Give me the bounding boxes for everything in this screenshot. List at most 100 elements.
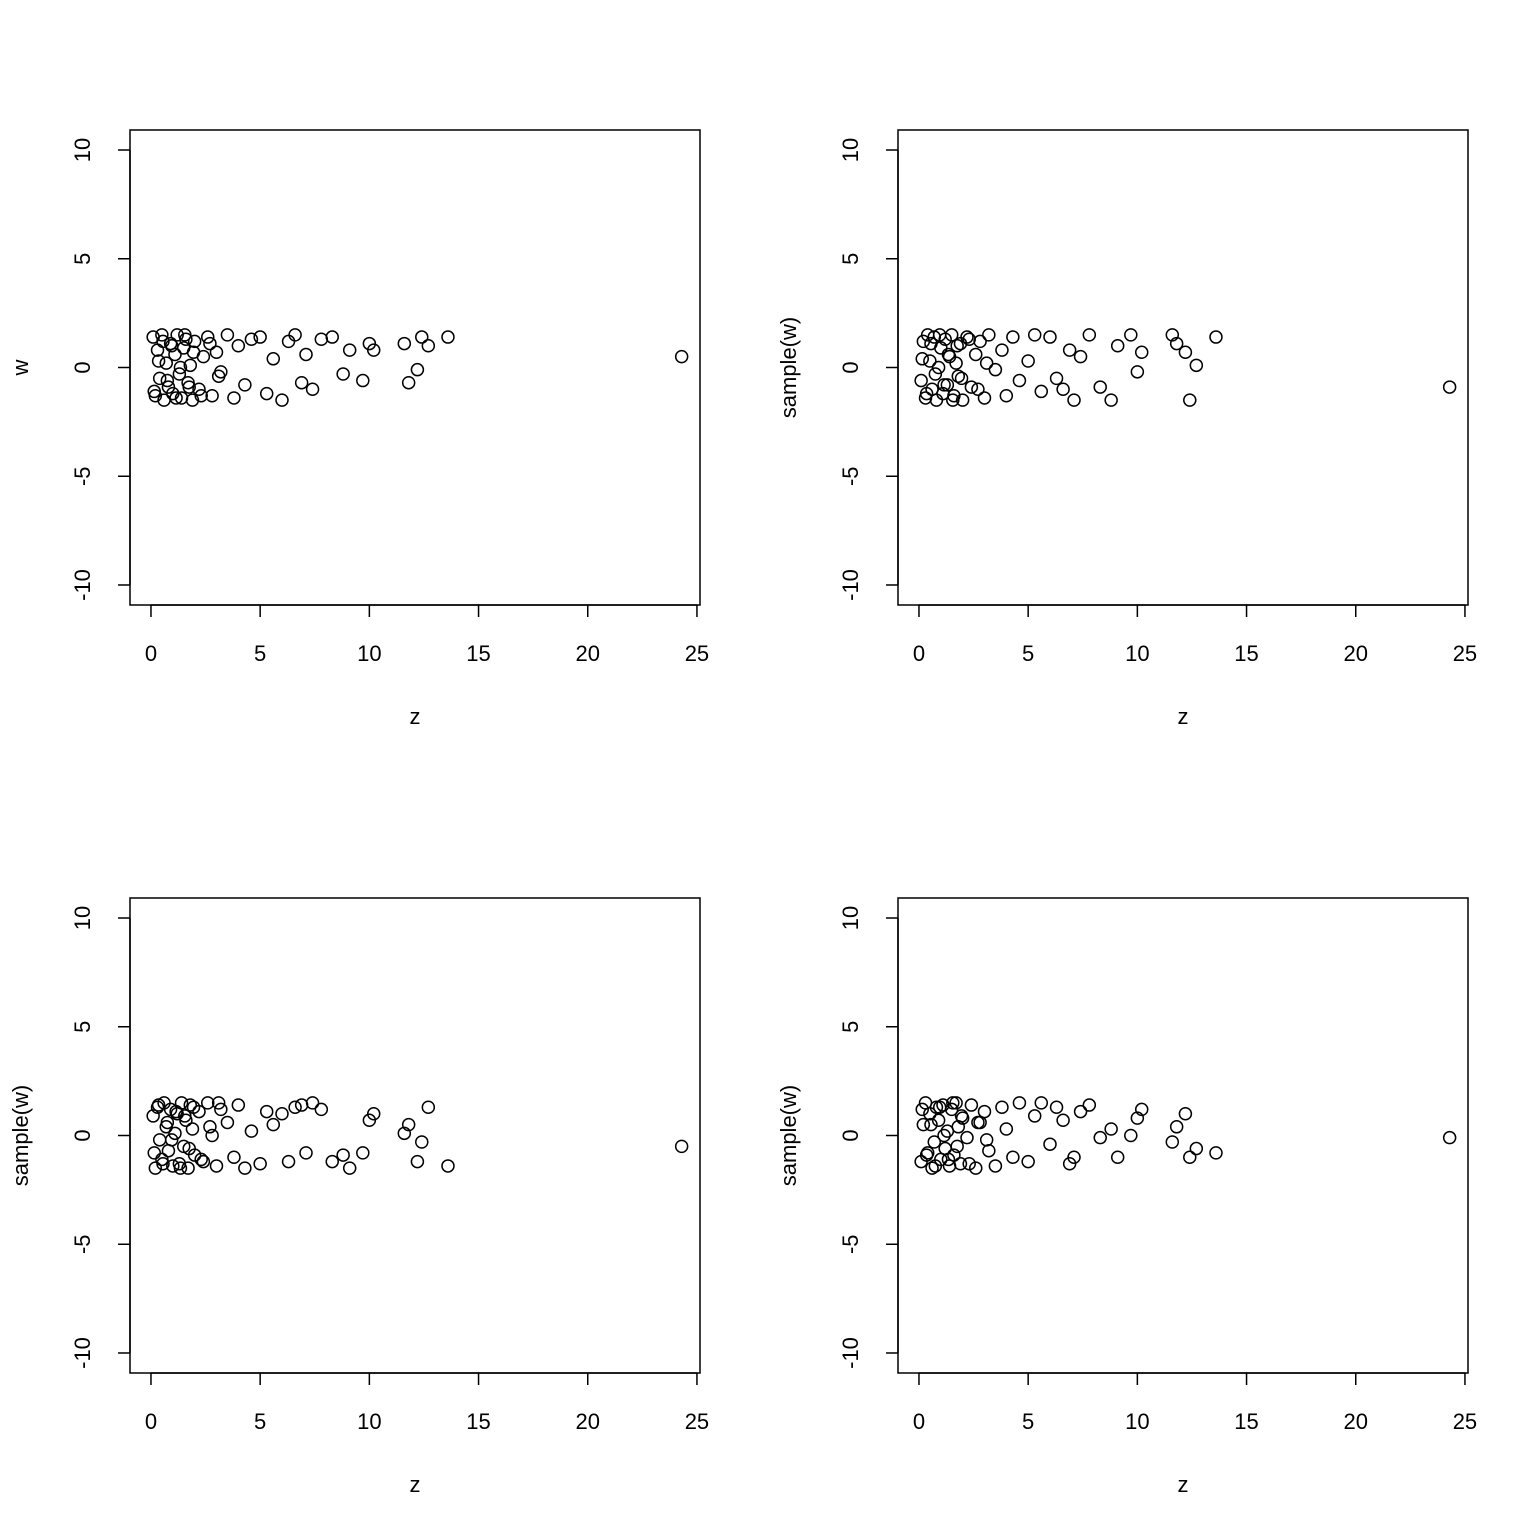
point — [205, 389, 219, 403]
point — [209, 345, 224, 360]
point — [928, 367, 943, 381]
y-axis-title: w — [8, 359, 33, 376]
y-tick-label: -10 — [838, 1337, 863, 1369]
point — [183, 1098, 198, 1112]
panel: 0 5 10 15 20 25 -10 -5 0 5 10 z sample(w) — [776, 897, 1477, 1497]
point — [941, 1152, 956, 1167]
x-tick-label: 15 — [466, 641, 490, 666]
point — [356, 373, 370, 388]
point — [977, 391, 992, 405]
point — [1134, 345, 1149, 360]
point — [954, 1109, 969, 1123]
point — [916, 1117, 931, 1132]
point — [932, 328, 947, 342]
point — [325, 330, 339, 344]
point — [281, 334, 296, 349]
point — [203, 336, 217, 351]
point — [214, 1102, 228, 1117]
point — [931, 360, 946, 375]
point — [205, 1128, 219, 1143]
plot-box — [129, 897, 701, 1374]
point — [999, 1122, 1014, 1136]
point — [924, 1117, 938, 1132]
point — [1034, 384, 1049, 399]
point — [971, 382, 985, 396]
point — [919, 1148, 934, 1162]
point — [178, 1109, 192, 1123]
y-tick-label: 10 — [838, 906, 863, 930]
point — [1189, 358, 1204, 373]
point — [200, 330, 215, 344]
point — [937, 1128, 951, 1143]
y-tick-label: 5 — [838, 253, 863, 265]
point — [960, 330, 974, 344]
point — [259, 386, 274, 401]
point — [181, 1161, 195, 1175]
point — [964, 380, 979, 394]
point — [211, 369, 226, 383]
x-axis-title: z — [410, 704, 421, 729]
point — [950, 339, 964, 353]
point — [1110, 339, 1125, 353]
point — [1021, 354, 1035, 368]
point — [194, 1152, 208, 1167]
point — [946, 393, 960, 407]
point — [1006, 1150, 1020, 1164]
point — [148, 1161, 163, 1175]
x-tick-label: 15 — [466, 1409, 490, 1434]
point — [968, 1161, 983, 1175]
point — [937, 378, 951, 392]
point — [953, 1157, 968, 1171]
point — [674, 349, 689, 364]
point — [160, 1115, 175, 1130]
x-tick-label: 5 — [1022, 641, 1034, 666]
point — [147, 1146, 161, 1160]
point — [1209, 1146, 1223, 1160]
point — [151, 354, 166, 368]
panel: 0 5 10 15 20 25 -10 -5 0 5 10 z sample(w) — [8, 897, 709, 1497]
point — [955, 393, 970, 407]
point — [1169, 336, 1184, 351]
y-tick-label: -5 — [838, 1234, 863, 1254]
x-tick-label: 25 — [1453, 641, 1477, 666]
point — [979, 356, 994, 370]
x-tick-label: 25 — [685, 641, 709, 666]
point — [954, 371, 969, 386]
point — [1082, 328, 1097, 342]
point — [160, 373, 175, 388]
point — [185, 1122, 200, 1136]
y-tick-label: 0 — [838, 361, 863, 373]
point — [949, 356, 963, 370]
point — [211, 1096, 226, 1110]
point — [1130, 365, 1145, 379]
point — [259, 1104, 274, 1119]
point — [185, 393, 200, 407]
point — [220, 328, 235, 342]
point — [1073, 1104, 1088, 1119]
y-tick-label: 0 — [70, 1129, 95, 1141]
point — [169, 1104, 183, 1119]
point — [166, 1159, 180, 1173]
point — [1104, 1122, 1118, 1136]
point — [275, 1107, 289, 1121]
point — [1209, 330, 1223, 344]
x-tick-label: 15 — [1234, 641, 1258, 666]
point — [995, 343, 1009, 357]
point — [1130, 1111, 1145, 1125]
point — [929, 1100, 944, 1114]
point — [415, 1135, 429, 1149]
point — [173, 1161, 188, 1175]
point — [1049, 371, 1064, 386]
y-tick-label: 5 — [70, 1021, 95, 1033]
point — [1442, 1130, 1457, 1145]
x-tick-label: 10 — [1125, 1409, 1149, 1434]
point — [159, 356, 174, 370]
point — [1169, 1120, 1184, 1134]
point — [266, 352, 281, 366]
y-axis-title: sample(w) — [776, 1085, 801, 1186]
point — [923, 354, 937, 368]
y-tick-label: -5 — [838, 466, 863, 486]
point — [928, 1159, 943, 1173]
point — [1093, 380, 1107, 394]
point — [962, 1157, 976, 1171]
